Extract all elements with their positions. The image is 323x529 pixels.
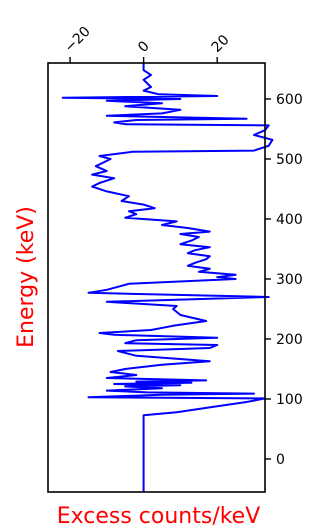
y-tick-label: 100 bbox=[276, 392, 303, 408]
spectrum-line-0 bbox=[61, 63, 274, 492]
y-tick-label: 400 bbox=[276, 212, 303, 228]
y-tick-label: 600 bbox=[276, 92, 303, 108]
axes-frame bbox=[47, 62, 266, 493]
y-axis-ticks: 0 100 200 300 400 500 600 bbox=[265, 92, 303, 468]
y-tick-label: 500 bbox=[276, 152, 303, 168]
y-axis-label: Energy (keV) bbox=[14, 206, 39, 348]
x-tick-label: 0 bbox=[135, 38, 153, 56]
y-tick-label: 300 bbox=[276, 272, 303, 288]
x-tick-label: −20 bbox=[62, 24, 94, 56]
x-axis-ticks: −20 0 20 bbox=[62, 24, 233, 63]
x-tick-label: 20 bbox=[209, 32, 233, 56]
y-tick-label: 200 bbox=[276, 332, 303, 348]
y-tick-label: 0 bbox=[276, 452, 285, 468]
x-axis-label: Excess counts/keV bbox=[57, 504, 261, 529]
plot-area bbox=[61, 63, 274, 492]
